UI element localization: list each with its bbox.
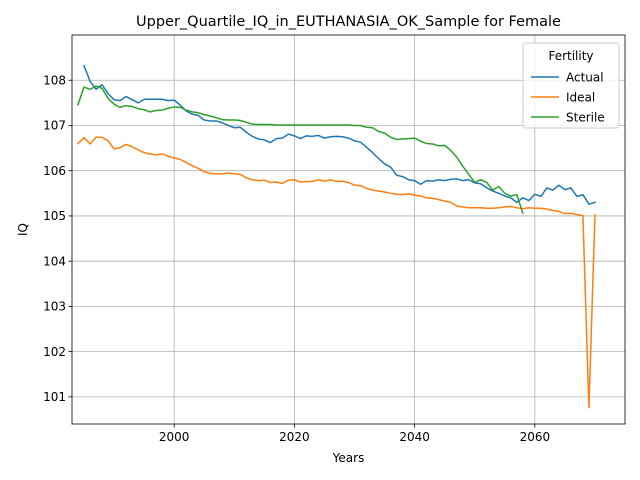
y-tick-label: 101 [43,390,66,404]
legend-title: Fertility [548,49,593,63]
y-tick-label: 102 [43,345,66,359]
legend: Fertility Actual Ideal Sterile [522,42,620,129]
series-line-actual [83,64,596,205]
series-line-sterile [77,85,524,215]
legend-entries: Actual Ideal Sterile [531,70,605,124]
y-tick-label: 104 [43,254,66,268]
legend-label-ideal: Ideal [566,90,595,104]
axis-ticks: 2000 2020 2040 2060 101 102 103 104 105 106 107 108 [43,73,550,444]
series-line-ideal [76,136,596,409]
legend-box [522,42,620,129]
x-tick-label: 2040 [399,430,430,444]
y-tick-label: 108 [43,73,66,87]
y-axis-title: IQ [16,223,30,236]
legend-label-actual: Actual [566,70,604,84]
x-tick-label: 2060 [520,430,551,444]
y-tick-label: 105 [43,209,66,223]
plot-frame [71,34,626,425]
x-axis-title: Years [332,451,365,465]
y-tick-label: 107 [43,119,66,133]
legend-label-sterile: Sterile [566,110,605,124]
x-tick-label: 2020 [279,430,310,444]
y-tick-label: 106 [43,164,66,178]
x-tick-label: 2000 [159,430,190,444]
chart-title: Upper_Quartile_IQ_in_EUTHANASIA_OK_Sampl… [136,14,561,30]
y-tick-label: 103 [43,300,66,314]
series-lines [76,64,596,409]
